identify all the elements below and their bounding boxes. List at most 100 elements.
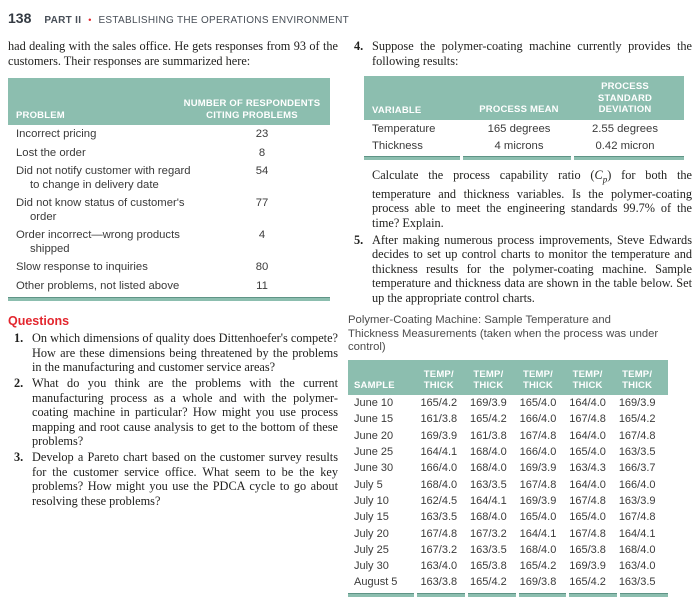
measurement-cell: 164/4.1 xyxy=(470,494,507,507)
measurement-cell: 166/4.0 xyxy=(519,413,557,426)
measurement-cell: 167/4.8 xyxy=(420,527,458,540)
measurement-cell: 164/4.0 xyxy=(569,429,606,442)
measurement-cell: 168/4.0 xyxy=(470,511,507,524)
question-number: 5. xyxy=(354,232,364,247)
table-row: June 15 161/3.8 165/4.2 166/4.0 167/4.8 … xyxy=(348,411,668,427)
measurement-cell: 163/3.8 xyxy=(420,576,458,589)
measurement-cell: 167/4.8 xyxy=(569,413,606,426)
samples-table: SAMPLE TEMP/ THICK TEMP/ THICK TEMP/ THI… xyxy=(348,359,668,597)
sample-cell: July 20 xyxy=(354,527,389,540)
question-text: Suppose the polymer-coating machine curr… xyxy=(372,39,692,68)
measurement-cell: 161/3.8 xyxy=(470,429,507,442)
measurement-cell: 165/4.0 xyxy=(519,511,557,524)
process-table: VARIABLE PROCESS MEAN PROCESS STANDARD D… xyxy=(364,76,684,160)
problem-cell: Other problems, not listed above xyxy=(16,279,180,292)
question-text: Develop a Pareto chart based on the cust… xyxy=(32,449,338,508)
item4-followup-paragraph: Calculate the process capability ratio (… xyxy=(372,168,692,231)
question-number: 1. xyxy=(14,331,24,346)
measurement-cell: 163/3.9 xyxy=(618,494,656,507)
table-row: Did not know status of customer's order … xyxy=(8,194,330,226)
question-text: After making numerous process improvemen… xyxy=(372,232,692,305)
process-table-header: VARIABLE PROCESS MEAN PROCESS STANDARD D… xyxy=(364,76,684,120)
column-header-variable: VARIABLE xyxy=(372,104,422,116)
measurement-cell: 165/4.2 xyxy=(569,576,606,589)
sample-cell: July 15 xyxy=(354,511,389,524)
column-header-temp-thick: TEMP/ THICK xyxy=(522,368,553,392)
table-row: Incorrect pricing 23 xyxy=(8,125,330,144)
sample-cell: June 10 xyxy=(354,397,394,410)
measurement-cell: 167/3.2 xyxy=(420,543,458,556)
sample-cell: June 30 xyxy=(354,462,394,475)
question-text: What do you think are the problems with … xyxy=(32,375,338,449)
problem-cell: Slow response to inquiries xyxy=(16,261,148,274)
measurement-cell: 163/3.5 xyxy=(420,511,458,524)
measurement-cell: 164/4.0 xyxy=(569,478,606,491)
samples-table-header: SAMPLE TEMP/ THICK TEMP/ THICK TEMP/ THI… xyxy=(348,359,668,395)
measurement-cell: 165/4.2 xyxy=(470,413,507,426)
column-header-sample: SAMPLE xyxy=(354,380,395,392)
table-bottom-rule xyxy=(364,155,684,160)
problem-cell: Did not notify customer with regard to c… xyxy=(16,165,191,191)
problem-cell: Did not know status of customer's order xyxy=(16,197,185,223)
rule-segment xyxy=(518,592,567,597)
part-title: ESTABLISHING THE OPERATIONS ENVIRONMENT xyxy=(98,15,350,26)
problem-cell: Order incorrect—wrong products shipped xyxy=(16,229,180,255)
measurement-cell: 165/4.0 xyxy=(569,511,606,524)
measurement-cell: 167/4.8 xyxy=(519,429,557,442)
table-row: July 30 163/4.0 165/3.8 165/4.2 169/3.9 … xyxy=(348,558,668,574)
measurement-cell: 166/4.0 xyxy=(618,478,656,491)
table-row: August 5 163/3.8 165/4.2 169/3.8 165/4.2… xyxy=(348,574,668,590)
measurement-cell: 169/3.9 xyxy=(618,397,656,410)
measurement-cell: 164/4.1 xyxy=(519,527,557,540)
measurement-cell: 165/4.0 xyxy=(569,446,606,459)
right-column: 4. Suppose the polymer-coating machine c… xyxy=(348,32,692,597)
rule-segment xyxy=(620,592,668,597)
measurement-cell: 168/4.0 xyxy=(470,462,507,475)
table-bottom-rule xyxy=(348,592,668,597)
left-column: had dealing with the sales office. He ge… xyxy=(8,32,338,597)
problem-cell: Lost the order xyxy=(16,146,86,159)
problem-cell: Incorrect pricing xyxy=(16,128,97,141)
rule-segment xyxy=(569,592,618,597)
measurement-cell: 166/4.0 xyxy=(420,462,458,475)
column-header-problem: PROBLEM xyxy=(16,110,65,122)
question-number: 4. xyxy=(354,39,364,53)
column-header-count: NUMBER OF RESPONDENTS CITING PROBLEMS xyxy=(183,98,321,121)
sample-cell: July 25 xyxy=(354,543,389,556)
page-header: 138 PART II • ESTABLISHING THE OPERATION… xyxy=(0,0,700,26)
variable-cell: Temperature xyxy=(372,122,436,135)
measurement-cell: 164/4.1 xyxy=(618,527,656,540)
measurement-cell: 163/3.5 xyxy=(470,543,507,556)
measurement-cell: 169/3.9 xyxy=(569,560,606,573)
page-number: 138 xyxy=(8,10,32,26)
table-row: Temperature 165 degrees 2.55 degrees xyxy=(364,120,684,137)
column-header-stdev: PROCESS STANDARD DEVIATION xyxy=(597,81,653,116)
question-number: 2. xyxy=(14,375,24,390)
followup-pre: Calculate the process capability ratio ( xyxy=(372,167,595,182)
measurement-cell: 167/4.8 xyxy=(569,527,606,540)
measurement-cell: 168/4.0 xyxy=(420,478,458,491)
rule-segment xyxy=(574,155,684,160)
table-row: July 10 162/4.5 164/4.1 169/3.9 167/4.8 … xyxy=(348,493,668,509)
question-text: On which dimensions of quality does Ditt… xyxy=(32,331,338,375)
questions-heading: Questions xyxy=(8,314,70,329)
sample-cell: July 10 xyxy=(354,494,389,507)
bullet-icon: • xyxy=(88,15,92,25)
problems-table: PROBLEM NUMBER OF RESPONDENTS CITING PRO… xyxy=(8,78,330,302)
table-bottom-rule xyxy=(8,297,330,302)
question-item-1: 1. On which dimensions of quality does D… xyxy=(8,331,338,375)
count-cell: 4 xyxy=(258,229,266,242)
count-cell: 80 xyxy=(255,261,269,274)
count-cell: 77 xyxy=(255,197,269,210)
measurement-cell: 161/3.8 xyxy=(420,413,458,426)
cp-subscript: p xyxy=(602,174,608,185)
measurement-cell: 163/3.5 xyxy=(618,576,656,589)
table-row: Lost the order 8 xyxy=(8,144,330,163)
table-row: Other problems, not listed above 11 xyxy=(8,277,330,296)
question-number: 3. xyxy=(14,449,24,464)
measurement-cell: 165/4.2 xyxy=(618,413,656,426)
followup-post: ) for both the temperature and thickness… xyxy=(372,167,692,230)
measurement-cell: 168/4.0 xyxy=(618,543,656,556)
variable-cell: Thickness xyxy=(372,139,423,152)
measurement-cell: 169/3.9 xyxy=(519,494,557,507)
